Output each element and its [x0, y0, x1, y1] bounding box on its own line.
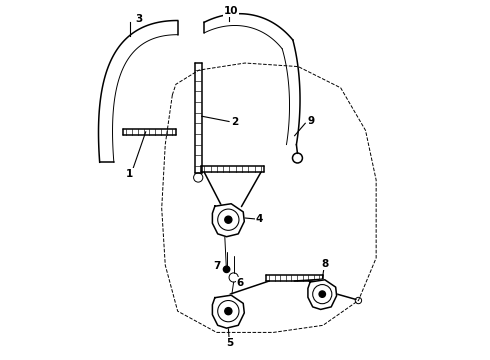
Polygon shape — [212, 204, 245, 237]
Text: 8: 8 — [321, 259, 329, 269]
Circle shape — [225, 216, 232, 223]
Circle shape — [223, 266, 230, 273]
Polygon shape — [212, 295, 245, 328]
Text: 6: 6 — [236, 278, 244, 288]
Circle shape — [313, 284, 332, 304]
Circle shape — [319, 291, 325, 297]
Text: 4: 4 — [255, 214, 263, 224]
Polygon shape — [308, 280, 337, 310]
Text: 9: 9 — [307, 116, 314, 126]
Text: 2: 2 — [231, 117, 239, 127]
Circle shape — [225, 307, 232, 315]
Text: 10: 10 — [223, 6, 238, 16]
Circle shape — [218, 209, 239, 230]
Text: 1: 1 — [126, 168, 133, 179]
Text: 7: 7 — [214, 261, 221, 271]
Circle shape — [218, 301, 239, 322]
Text: 5: 5 — [226, 338, 233, 348]
Text: 3: 3 — [135, 14, 142, 24]
